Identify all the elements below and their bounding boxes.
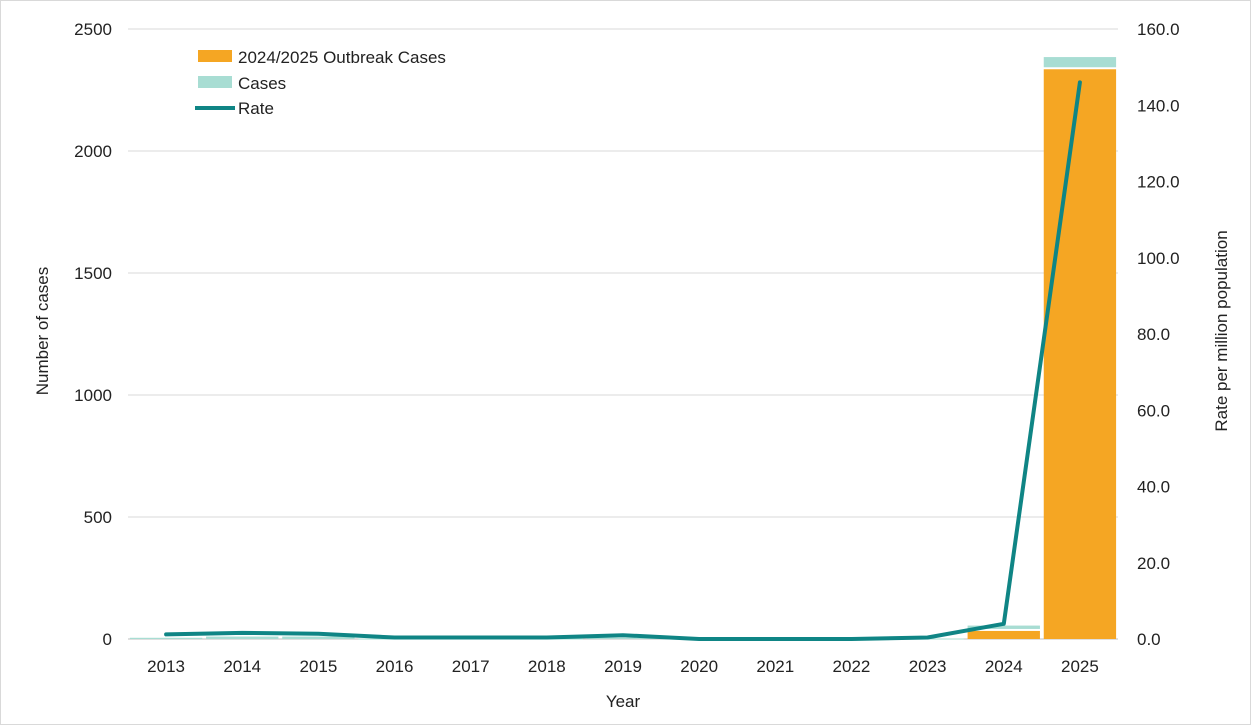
y2-tick-label: 60.0	[1137, 401, 1170, 420]
y2-tick-label: 0.0	[1137, 630, 1161, 649]
y2-axis-title: Rate per million population	[1212, 230, 1231, 431]
x-tick-label: 2013	[147, 657, 185, 676]
y-tick-label: 2000	[74, 142, 112, 161]
x-tick-label: 2014	[223, 657, 261, 676]
y-tick-label: 500	[84, 508, 112, 527]
legend-label-outbreak: 2024/2025 Outbreak Cases	[238, 48, 446, 67]
right-axis-ticks: 0.0 20.0 40.0 60.0 80.0 100.0 120.0 140.0 160.0	[1137, 20, 1180, 649]
x-tick-label: 2020	[680, 657, 718, 676]
y2-tick-label: 20.0	[1137, 554, 1170, 573]
bar-cases	[586, 637, 660, 639]
y-axis-title: Number of cases	[33, 267, 52, 396]
legend-swatch-cases	[198, 76, 232, 88]
x-axis-ticks: 2013 2014 2015 2016 2017 2018 2019 2020 2021 2022…	[147, 657, 1099, 676]
legend: 2024/2025 Outbreak Cases Cases Rate	[195, 48, 446, 118]
y-tick-label: 1500	[74, 264, 112, 283]
y2-tick-label: 160.0	[1137, 20, 1180, 39]
x-tick-label: 2018	[528, 657, 566, 676]
x-tick-label: 2025	[1061, 657, 1099, 676]
x-tick-label: 2021	[756, 657, 794, 676]
x-tick-label: 2023	[909, 657, 947, 676]
rate-series-line	[164, 80, 1082, 641]
x-tick-label: 2024	[985, 657, 1023, 676]
y-tick-label: 2500	[74, 20, 112, 39]
left-axis-ticks: 0 500 1000 1500 2000 2500	[74, 20, 112, 649]
y2-tick-label: 40.0	[1137, 478, 1170, 497]
rate-line	[164, 80, 1082, 641]
y2-tick-label: 120.0	[1137, 173, 1180, 192]
bar-cases	[1043, 57, 1117, 68]
y2-tick-label: 140.0	[1137, 96, 1180, 115]
bars	[129, 57, 1117, 640]
y-tick-label: 0	[103, 630, 112, 649]
bar-cases	[967, 625, 1040, 629]
x-tick-label: 2015	[299, 657, 337, 676]
legend-swatch-outbreak	[198, 50, 232, 62]
x-axis-title: Year	[606, 692, 641, 711]
x-tick-label: 2019	[604, 657, 642, 676]
y-tick-label: 1000	[74, 386, 112, 405]
bar-cases	[206, 636, 279, 639]
bar-outbreak-cases	[1043, 69, 1117, 639]
bar-cases	[129, 637, 203, 639]
gridlines	[128, 28, 1118, 640]
legend-label-cases: Cases	[238, 74, 286, 93]
x-tick-label: 2022	[833, 657, 871, 676]
y2-tick-label: 80.0	[1137, 325, 1170, 344]
bar-outbreak-cases	[967, 630, 1040, 639]
y2-tick-label: 100.0	[1137, 249, 1180, 268]
x-tick-label: 2016	[376, 657, 414, 676]
legend-label-rate: Rate	[238, 99, 274, 118]
x-tick-label: 2017	[452, 657, 490, 676]
bar-cases	[282, 636, 355, 639]
